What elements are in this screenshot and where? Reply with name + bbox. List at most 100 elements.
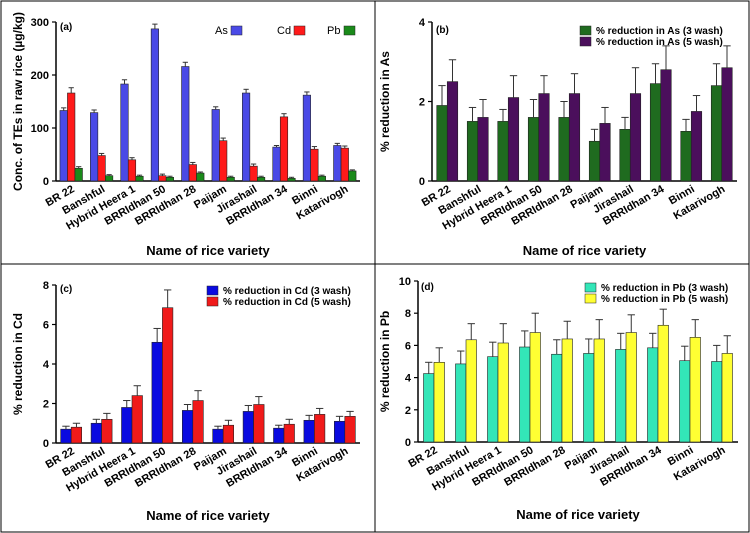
bar--reduction-in-as-3-wash--1 (466, 121, 479, 182)
y-axis-title: % reduction in Pb (378, 311, 392, 412)
panel-d-frame (374, 263, 750, 533)
y-axis-title: % reduction in As (378, 51, 392, 152)
bar--reduction-in-cd-5-wash--0 (70, 426, 82, 444)
bar--reduction-in-pb-3-wash--0 (423, 373, 435, 443)
bar-pb-8 (317, 175, 326, 182)
y-tick-label: 0 (43, 176, 49, 188)
bar--reduction-in-pb-5-wash--8 (689, 337, 701, 443)
bar--reduction-in-pb-5-wash--1 (465, 339, 477, 443)
y-tick-label: 8 (405, 308, 411, 320)
bar--reduction-in-pb-5-wash--5 (593, 338, 605, 443)
y-tick-label: 300 (31, 17, 49, 29)
bar--reduction-in-as-3-wash--0 (436, 105, 448, 182)
legend-swatch (579, 25, 592, 36)
bar--reduction-in-as-5-wash--1 (477, 117, 489, 182)
bar-cd-1 (97, 155, 106, 182)
legend-label: Cd (277, 25, 291, 37)
y-tick-label: 10 (399, 276, 411, 288)
x-axis-title: Name of rice variety (146, 243, 270, 258)
bar--reduction-in-pb-3-wash--3 (519, 346, 531, 443)
x-axis-title: Name of rice variety (516, 507, 640, 522)
legend-label: Pb (327, 25, 340, 37)
bar--reduction-in-as-3-wash--9 (710, 85, 723, 182)
bar--reduction-in-cd-3-wash--7 (273, 427, 285, 444)
y-tick-label: 6 (43, 320, 49, 332)
bar--reduction-in-cd-5-wash--9 (344, 416, 356, 444)
bar-as-3 (150, 28, 159, 182)
legend-label: % reduction in Pb (5 wash) (601, 294, 728, 305)
bar-pb-1 (105, 175, 114, 182)
y-tick-label: 6 (405, 340, 411, 352)
y-tick-label: 0 (405, 437, 411, 449)
bar-cd-8 (310, 148, 319, 182)
bar--reduction-in-cd-3-wash--6 (242, 411, 254, 444)
bar--reduction-in-cd-3-wash--3 (151, 341, 163, 444)
bar--reduction-in-cd-3-wash--0 (60, 428, 72, 444)
panel-label: (c) (60, 284, 72, 295)
y-tick-label: 4 (405, 373, 412, 385)
bar-pb-3 (165, 176, 174, 182)
bar-cd-9 (340, 147, 349, 182)
bar-as-1 (90, 112, 99, 182)
legend-swatch (584, 282, 597, 293)
bar-as-0 (59, 110, 68, 182)
bar--reduction-in-cd-5-wash--6 (253, 404, 265, 444)
bar--reduction-in-as-3-wash--7 (649, 83, 662, 182)
bar--reduction-in-as-5-wash--9 (721, 67, 733, 182)
legend: As Cd Pb (215, 25, 356, 37)
bar--reduction-in-pb-5-wash--3 (529, 332, 541, 443)
bar--reduction-in-as-5-wash--2 (507, 97, 520, 182)
legend-swatch (206, 285, 219, 296)
legend: % reduction in As (3 wash)% reduction in… (579, 25, 723, 48)
bar--reduction-in-pb-5-wash--7 (657, 324, 669, 443)
bar-pb-5 (226, 176, 235, 182)
bar--reduction-in-pb-5-wash--0 (433, 362, 445, 443)
bar--reduction-in-as-5-wash--3 (538, 93, 550, 182)
bar--reduction-in-cd-3-wash--4 (182, 410, 194, 444)
y-tick-label: 0 (43, 438, 49, 450)
y-tick-label: 100 (31, 123, 49, 135)
bar-cd-5 (219, 140, 228, 182)
panel-label: (b) (436, 25, 449, 36)
bar--reduction-in-as-3-wash--6 (619, 129, 631, 182)
bar--reduction-in-cd-3-wash--9 (333, 420, 346, 444)
bar--reduction-in-pb-3-wash--7 (647, 347, 659, 443)
legend-swatch (579, 36, 592, 47)
legend-swatch (230, 25, 243, 36)
y-tick-label: 4 (419, 17, 426, 29)
bar--reduction-in-cd-5-wash--5 (222, 424, 234, 444)
legend-swatch (584, 293, 597, 304)
bar--reduction-in-pb-3-wash--5 (583, 353, 595, 443)
x-axis-title: Name of rice variety (146, 508, 270, 523)
bar-as-2 (120, 83, 129, 182)
legend-label: % reduction in As (3 wash) (596, 26, 723, 37)
bar--reduction-in-pb-3-wash--4 (551, 353, 563, 443)
bar-as-5 (211, 109, 220, 182)
y-tick-label: 4 (43, 359, 50, 371)
bar--reduction-in-pb-3-wash--1 (455, 363, 467, 443)
bar--reduction-in-as-5-wash--7 (660, 69, 672, 182)
bar-as-6 (242, 92, 251, 182)
y-axis-title: Conc. of TEs in raw rice (µg/kg) (11, 12, 25, 191)
bar-cd-6 (249, 165, 258, 182)
bar-pb-9 (348, 170, 357, 182)
bar--reduction-in-as-3-wash--5 (588, 140, 601, 182)
bar--reduction-in-pb-5-wash--2 (497, 342, 509, 443)
panel-label: (d) (421, 282, 434, 293)
bar-as-9 (333, 145, 342, 182)
legend-swatch (343, 25, 356, 36)
bar-as-4 (181, 66, 190, 182)
bar--reduction-in-cd-5-wash--2 (131, 395, 143, 444)
bar--reduction-in-as-3-wash--4 (558, 117, 570, 182)
bar--reduction-in-cd-5-wash--7 (283, 423, 295, 444)
bar--reduction-in-as-5-wash--8 (690, 111, 703, 182)
legend-label: % reduction in Cd (5 wash) (223, 297, 351, 308)
bar-pb-6 (257, 176, 266, 182)
bar-as-7 (272, 146, 281, 182)
bar--reduction-in-pb-5-wash--9 (721, 353, 733, 443)
